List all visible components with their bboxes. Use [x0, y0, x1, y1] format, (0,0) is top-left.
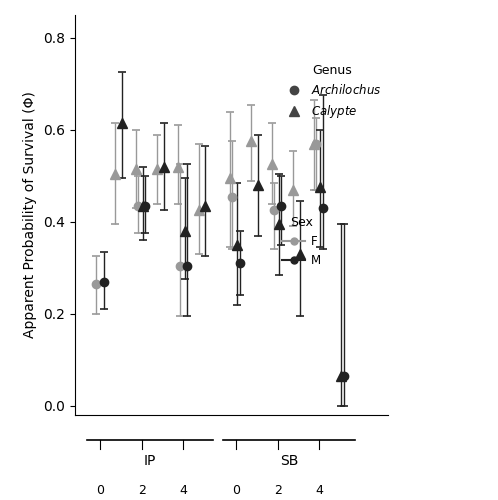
Text: SB: SB: [280, 454, 298, 468]
Text: 2: 2: [137, 484, 145, 497]
Legend: F, M: F, M: [278, 213, 325, 271]
Text: 2: 2: [273, 484, 281, 497]
Text: 4: 4: [315, 484, 323, 497]
Text: IP: IP: [144, 454, 156, 468]
Text: 4: 4: [179, 484, 187, 497]
Text: 0: 0: [232, 484, 240, 497]
Text: 0: 0: [96, 484, 104, 497]
Y-axis label: Apparent Probability of Survival (Φ): Apparent Probability of Survival (Φ): [23, 92, 37, 338]
